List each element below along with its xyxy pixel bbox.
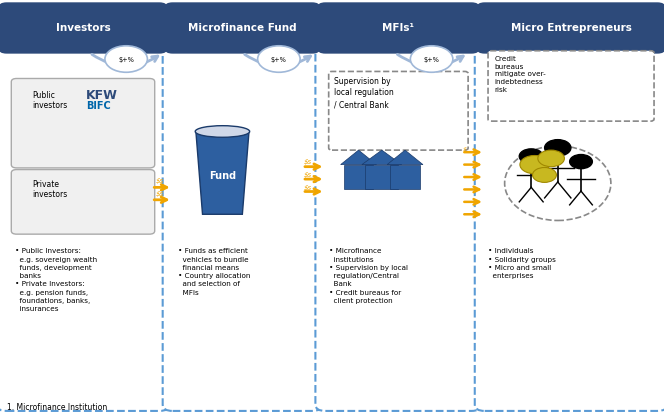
FancyBboxPatch shape [475, 47, 664, 411]
Text: • Individuals
• Solidarity groups
• Micro and small
  enterprises: • Individuals • Solidarity groups • Micr… [488, 248, 556, 278]
Text: MFIs¹: MFIs¹ [382, 23, 414, 33]
Ellipse shape [195, 126, 250, 138]
FancyBboxPatch shape [488, 52, 654, 122]
Text: $+%: $+% [118, 57, 134, 63]
Text: Fund: Fund [209, 171, 236, 180]
Text: Supervision by
local regulation
/ Central Bank: Supervision by local regulation / Centra… [334, 76, 394, 109]
Text: Micro Entrepreneurs: Micro Entrepreneurs [511, 23, 631, 33]
Text: • Microfinance
  institutions
• Supervision by local
  regulation/Central
  Bank: • Microfinance institutions • Supervisio… [329, 248, 408, 303]
Circle shape [533, 168, 556, 183]
FancyBboxPatch shape [11, 79, 155, 169]
Text: $s: $s [303, 185, 311, 191]
FancyBboxPatch shape [329, 72, 468, 151]
FancyBboxPatch shape [315, 47, 481, 411]
Polygon shape [196, 132, 249, 215]
Text: $+%: $+% [271, 57, 287, 63]
Polygon shape [390, 165, 420, 190]
Circle shape [519, 150, 543, 164]
Text: Microfinance Fund: Microfinance Fund [188, 23, 297, 33]
Text: $+%: $+% [424, 57, 440, 63]
Circle shape [538, 151, 564, 167]
Circle shape [258, 47, 300, 73]
Circle shape [105, 47, 147, 73]
Text: Credit
bureaus
mitigate over-
indebtedness
risk: Credit bureaus mitigate over- indebtedne… [495, 56, 545, 93]
Circle shape [410, 47, 453, 73]
FancyBboxPatch shape [165, 3, 320, 55]
Circle shape [570, 155, 592, 169]
Text: BIFC: BIFC [86, 101, 111, 111]
Text: Private
investors: Private investors [32, 180, 67, 199]
Text: 1. Microfinance Institution: 1. Microfinance Institution [7, 402, 107, 411]
Polygon shape [365, 165, 398, 190]
Text: $s: $s [303, 172, 311, 178]
FancyBboxPatch shape [0, 47, 169, 411]
Text: $s: $s [303, 159, 311, 165]
Text: • Public Investors:
  e.g. sovereign wealth
  funds, development
  banks
• Priva: • Public Investors: e.g. sovereign wealt… [15, 248, 97, 311]
Text: KFW: KFW [86, 89, 118, 102]
FancyBboxPatch shape [163, 47, 322, 411]
FancyBboxPatch shape [0, 3, 167, 55]
Polygon shape [387, 151, 423, 165]
Text: $s: $s [155, 190, 163, 197]
FancyBboxPatch shape [317, 3, 479, 55]
Polygon shape [362, 151, 402, 165]
Polygon shape [341, 151, 376, 165]
Text: • Funds as efficient
  vehicles to bundle
  financial means
• Country allocation: • Funds as efficient vehicles to bundle … [178, 248, 250, 295]
Polygon shape [344, 165, 373, 190]
Text: $: $ [463, 145, 467, 150]
Circle shape [544, 140, 571, 157]
FancyBboxPatch shape [477, 3, 664, 55]
Circle shape [520, 156, 549, 174]
Text: Public
investors: Public investors [32, 91, 67, 110]
Text: $s: $s [155, 178, 163, 184]
Text: Investors: Investors [56, 23, 110, 33]
FancyBboxPatch shape [11, 170, 155, 235]
